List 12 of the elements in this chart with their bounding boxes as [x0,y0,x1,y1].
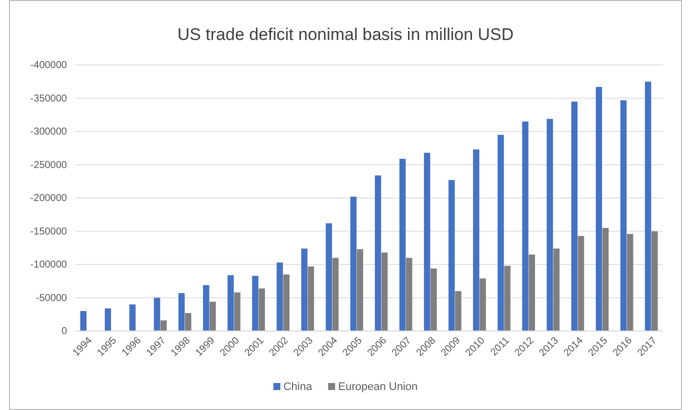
legend-label: China [283,381,313,393]
y-tick-label: -150000 [30,226,68,238]
y-tick-label: -100000 [30,260,68,271]
y-tick-label: -200000 [30,193,68,204]
y-tick-label: 0 [61,326,68,338]
y-tick-label: -350000 [30,93,68,104]
y-tick-label: -300000 [30,126,68,138]
y-tick-label: -250000 [30,160,68,171]
y-tick-label: -400000 [30,60,68,72]
chart-title: US trade deficit nonimal basis in million USD [177,25,514,44]
legend-label: European Union [338,381,418,393]
y-tick-label: -50000 [36,292,68,304]
